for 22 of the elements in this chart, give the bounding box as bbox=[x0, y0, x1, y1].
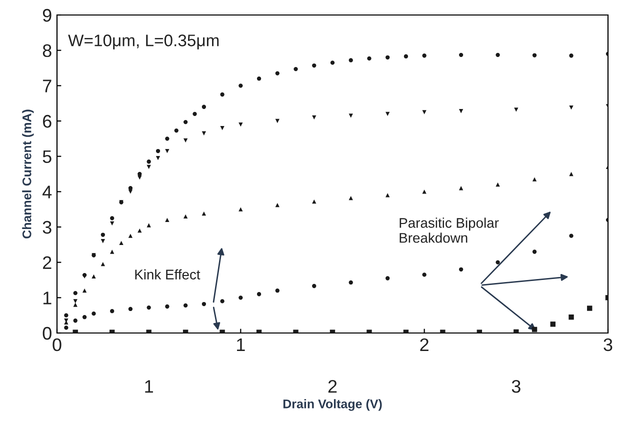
x-axis-title: Drain Voltage (V) bbox=[283, 399, 382, 411]
x-tick-label: 0 bbox=[52, 338, 62, 352]
y-tick-label: 2 bbox=[43, 256, 52, 269]
y-axis-title: Channel Current (mA) bbox=[22, 110, 34, 238]
y-tick-label: 7 bbox=[43, 80, 52, 92]
annotation: Parasitic Bipolar Breakdown bbox=[400, 218, 499, 243]
annotation: W=10μm, L=0.35μm bbox=[68, 34, 219, 50]
y-tick-label: 0 bbox=[42, 326, 52, 340]
y-tick-label: 5 bbox=[42, 150, 52, 164]
x2-tick-label: 3 bbox=[512, 380, 520, 393]
y-tick-label: 8 bbox=[42, 44, 52, 58]
x2-tick-label: 2 bbox=[328, 380, 337, 393]
y-tick-label: 4 bbox=[42, 186, 52, 198]
y-tick-label: 9 bbox=[42, 8, 52, 22]
x-tick-label: 3 bbox=[604, 338, 612, 352]
y-tick-label: 3 bbox=[42, 220, 52, 234]
x2-tick-label: 1 bbox=[145, 380, 153, 393]
x-tick-label: 1 bbox=[237, 338, 245, 351]
x-tick-label: 2 bbox=[420, 338, 428, 351]
y-tick-label: 6 bbox=[43, 114, 52, 128]
annotation: Kink Effect bbox=[135, 269, 200, 280]
y-tick-label: 1 bbox=[43, 292, 52, 304]
